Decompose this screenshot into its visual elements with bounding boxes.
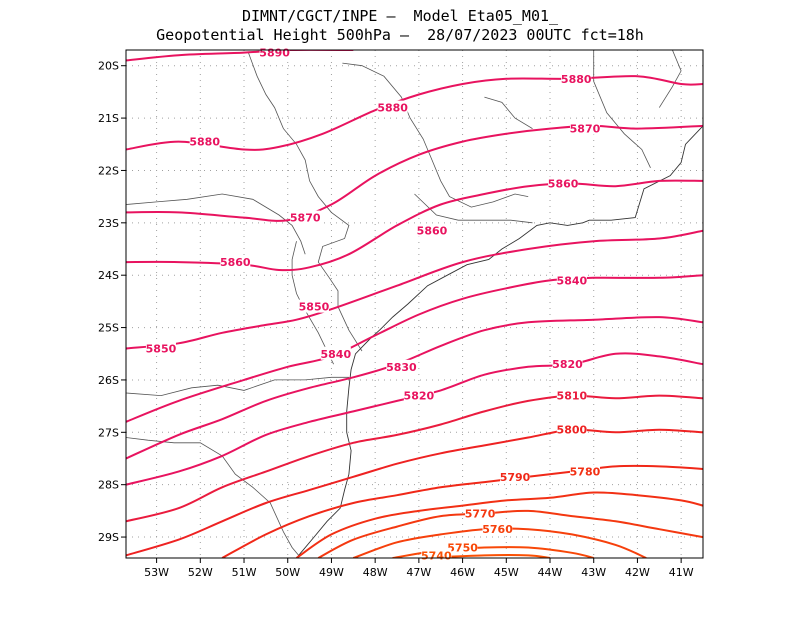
contour-label-bg — [386, 359, 417, 373]
state-boundary-line — [593, 50, 651, 168]
contour-label-bg — [377, 100, 408, 114]
contour-label-bg — [561, 71, 592, 85]
title-line-2: Geopotential Height 500hPa – 28/07/2023 … — [156, 26, 644, 44]
lat-tick-label: 26S — [98, 374, 119, 387]
contour-label: 5880 — [189, 136, 220, 149]
contour-5790 — [221, 464, 703, 558]
contour-label: 5820 — [552, 358, 583, 371]
map-frame — [125, 49, 704, 559]
contour-label: 5760 — [482, 523, 513, 536]
contour-5780 — [295, 491, 703, 558]
contour-5860 — [126, 179, 703, 272]
lat-tick-label: 29S — [98, 531, 119, 544]
contour-5810 — [126, 394, 703, 523]
state-boundary-line — [658, 50, 682, 108]
lat-tick-label: 24S — [98, 269, 119, 282]
lat-tick-label: 28S — [98, 479, 119, 492]
lon-tick-label: 48W — [363, 566, 388, 579]
contour-label: 5890 — [259, 47, 290, 60]
contour-label: 5850 — [146, 343, 177, 356]
contour-label-bg — [290, 210, 321, 224]
contour-label-bg — [320, 346, 351, 360]
lat-tick-label: 22S — [98, 164, 119, 177]
contour-label: 5770 — [465, 507, 496, 520]
contour-label: 5840 — [321, 348, 352, 361]
contour-label-bg — [298, 299, 329, 313]
contour-label-bg — [556, 273, 587, 287]
contour-label: 5860 — [220, 256, 251, 269]
lat-tick-label: 25S — [98, 322, 119, 335]
contour-label-bg — [552, 357, 583, 371]
contour-label-bg — [556, 422, 587, 436]
contour-label: 5750 — [447, 542, 478, 555]
contour-label: 5880 — [377, 102, 408, 115]
lat-tick-label: 27S — [98, 426, 119, 439]
contour-5800 — [126, 428, 703, 557]
lon-tick-label: 53W — [144, 566, 169, 579]
contour-label-bg — [482, 522, 513, 536]
contour-label: 5780 — [570, 466, 601, 479]
contour-label: 5840 — [557, 274, 588, 287]
lon-tick-label: 47W — [406, 566, 431, 579]
contour-label: 5880 — [561, 73, 592, 86]
contour-5840 — [126, 274, 703, 423]
contour-labels: 5890 5880 5880 5880 5870 5870 5860 5860 5860 5850… — [145, 45, 601, 562]
contour-5830 — [126, 316, 703, 460]
lon-tick-label: 43W — [581, 566, 606, 579]
lat-tick-label: 20S — [98, 60, 119, 73]
contour-label: 5740 — [421, 549, 452, 562]
contour-label-bg — [220, 255, 251, 269]
lon-tick-label: 52W — [188, 566, 213, 579]
contour-label: 5810 — [557, 390, 588, 403]
contour-label: 5800 — [557, 424, 588, 437]
contour-label: 5850 — [299, 301, 330, 314]
contour-label-bg — [465, 506, 496, 520]
contour-label-bg — [569, 464, 600, 478]
lat-tick-label: 23S — [98, 217, 119, 230]
height-contours — [126, 50, 703, 558]
lat-lon-grid — [126, 50, 703, 558]
state-boundary-line — [126, 193, 306, 255]
contour-5770 — [317, 509, 703, 558]
contour-label-bg — [259, 45, 290, 59]
state-boundary-line — [342, 62, 529, 208]
state-boundary-line — [414, 193, 533, 224]
contour-label-bg — [145, 341, 176, 355]
lon-tick-label: 49W — [319, 566, 344, 579]
contour-label: 5830 — [386, 361, 417, 374]
state-boundary-line — [126, 376, 349, 397]
state-boundary-line — [248, 52, 363, 352]
state-boundary-line — [126, 437, 300, 556]
contour-5890 — [126, 50, 354, 62]
contour-label-bg — [403, 388, 434, 402]
contour-label: 5790 — [500, 471, 531, 484]
lon-tick-label: 42W — [625, 566, 650, 579]
lon-tick-label: 51W — [232, 566, 257, 579]
lon-tick-label: 41W — [669, 566, 694, 579]
contour-label-bg — [548, 176, 579, 190]
lat-tick-label: 21S — [98, 112, 119, 125]
axis-ticks: 20S 21S 22S 23S 24S 25S 26S 27S 28S 29S 53W 52W 51W 5… — [98, 60, 694, 579]
lon-tick-label: 50W — [275, 566, 300, 579]
contour-label: 5860 — [417, 225, 448, 238]
contour-label-bg — [556, 388, 587, 402]
state-boundary-line — [484, 96, 533, 129]
contour-label: 5860 — [548, 178, 579, 191]
lon-tick-label: 44W — [538, 566, 563, 579]
lon-tick-label: 46W — [450, 566, 475, 579]
contour-5880 — [126, 75, 703, 151]
contour-label: 5820 — [404, 390, 435, 403]
contour-label-bg — [569, 121, 600, 135]
contour-label: 5870 — [570, 123, 601, 136]
title-line-1: DIMNT/CGCT/INPE – Model Eta05_M01_ — [241, 7, 559, 25]
contour-label: 5870 — [290, 212, 321, 225]
contour-5850 — [126, 229, 703, 350]
contour-label-bg — [447, 540, 478, 554]
contour-label-bg — [500, 469, 531, 483]
contour-label-bg — [189, 134, 220, 148]
contour-label-bg — [416, 223, 447, 237]
lon-tick-label: 45W — [494, 566, 519, 579]
